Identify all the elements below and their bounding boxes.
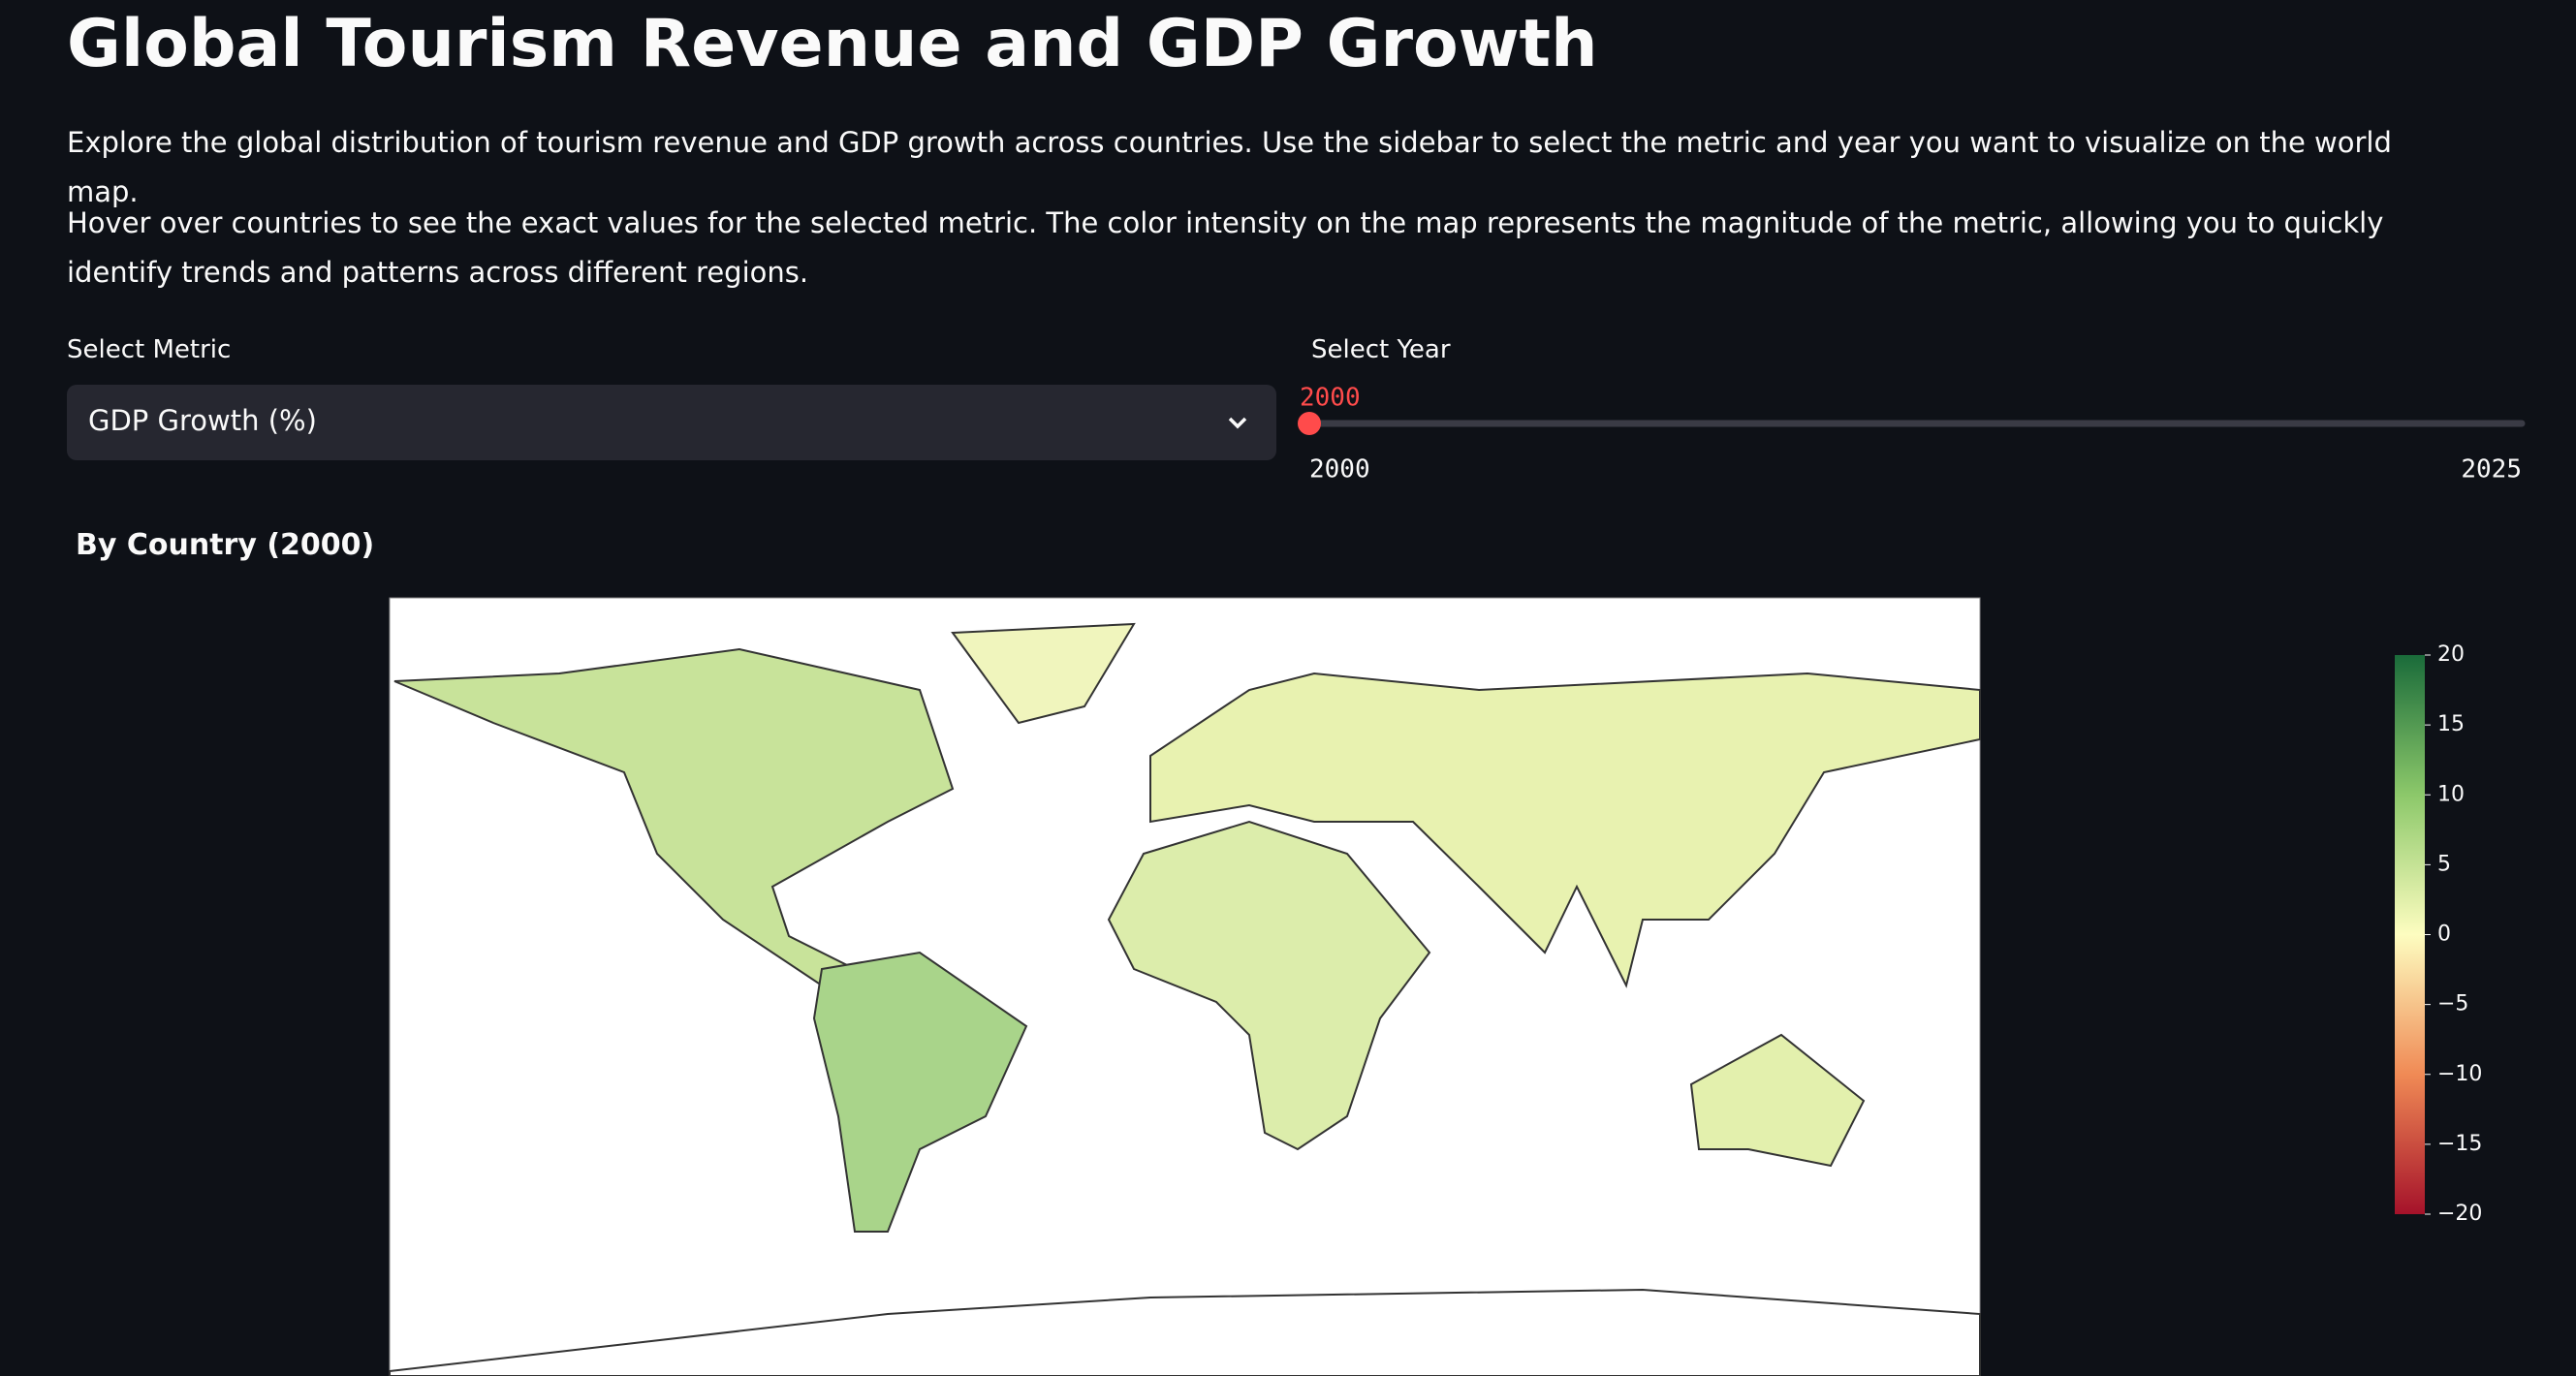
colorbar-tick-label: −20	[2437, 1202, 2482, 1226]
title: Global Tourism Revenue and GDP Growth	[67, 6, 1598, 82]
landmass[interactable]	[1149, 672, 1981, 988]
metric-select[interactable]: GDP Growth (%)	[67, 385, 1276, 460]
colorbar-tick-label: 10	[2437, 782, 2465, 806]
landmass[interactable]	[1107, 820, 1431, 1151]
landmass[interactable]	[951, 622, 1136, 725]
colorbar	[2395, 655, 2425, 1214]
colorbar-tick-label: 0	[2437, 923, 2451, 947]
landmass[interactable]	[1689, 1033, 1866, 1168]
landmass[interactable]	[389, 1288, 1981, 1376]
colorbar-tick-label: 20	[2437, 642, 2465, 667]
intro-paragraph: Explore the global distribution of touri…	[67, 126, 2392, 208]
select-value: GDP Growth (%)	[88, 404, 317, 437]
subheader: By Country (2000)	[76, 528, 375, 562]
select-label: Select Metric	[67, 335, 232, 364]
colorbar-tick-label: −5	[2437, 992, 2468, 1016]
slider-thumb	[1298, 412, 1321, 435]
slider-min: 2000	[1309, 455, 1370, 485]
slider-max: 2025	[2461, 455, 2522, 485]
world-map	[389, 622, 1981, 1376]
colorbar-tick-label: 5	[2437, 852, 2451, 876]
intro-paragraph: Hover over countries to see the exact va…	[67, 206, 2384, 289]
landmass[interactable]	[812, 951, 1028, 1233]
year-slider[interactable]: 2000 2000 2025	[1289, 373, 2549, 489]
colorbar-tick-label: 15	[2437, 712, 2465, 736]
colorbar-tick-label: −15	[2437, 1132, 2482, 1156]
slider-value: 2000	[1300, 384, 1361, 413]
chevron	[1228, 417, 1247, 429]
colorbar-tick-label: −10	[2437, 1062, 2482, 1086]
slider-label: Select Year	[1311, 335, 1451, 364]
landmass[interactable]	[393, 647, 955, 987]
